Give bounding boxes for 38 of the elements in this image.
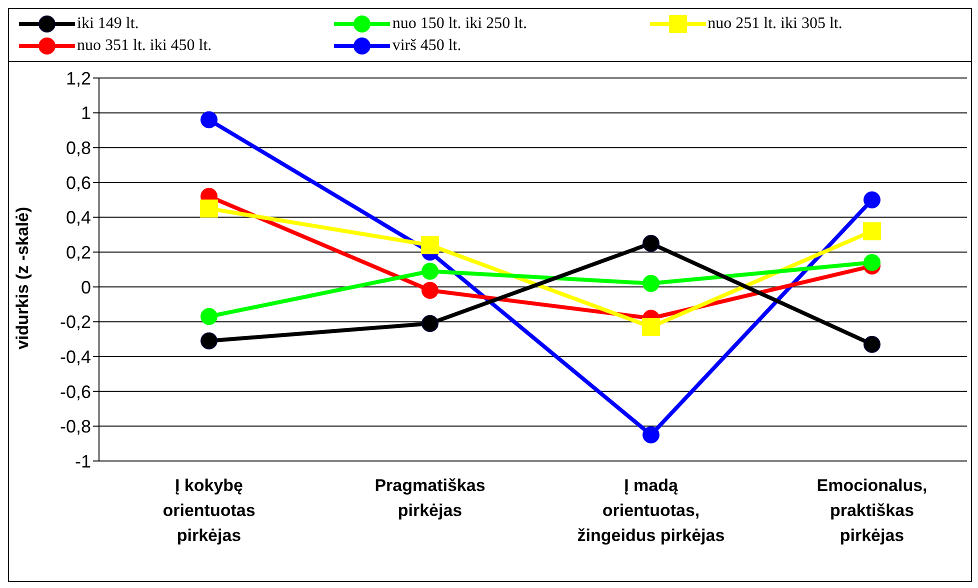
x-tick-label: Pragmatiškas pirkėjas: [374, 476, 486, 520]
y-tick-label: 0,6: [66, 172, 91, 193]
point: [200, 308, 218, 326]
y-tick-label: -0,2: [60, 312, 91, 332]
point: [200, 332, 218, 350]
x-tick-label: Emocionalus, praktiškas pirkėjas: [816, 476, 928, 545]
y-tick-label: -1: [74, 451, 91, 472]
point: [864, 191, 880, 208]
legend-label: iki 149 lt.: [77, 15, 139, 33]
point: [642, 426, 660, 444]
legend-label: nuo 251 lt. iki 305 lt.: [708, 15, 842, 33]
point: [422, 314, 438, 332]
y-tick-label: 0,2: [66, 242, 91, 262]
x-tick-label: Į madą orientuotas, žingeidus pirkėjas: [577, 476, 725, 545]
point: [864, 254, 880, 272]
point: [200, 200, 218, 218]
point: [422, 282, 438, 299]
point: [864, 336, 880, 353]
y-tick-label: 1,2: [66, 68, 91, 88]
point: [642, 274, 660, 292]
y-tick-label: 0: [80, 277, 91, 298]
legend-label: nuo 351 lt. iki 450 lt.: [77, 37, 212, 55]
point: [200, 111, 218, 128]
y-axis-title: vidurkis (z -skalė): [13, 206, 32, 350]
y-tick-label: 0,4: [66, 208, 91, 228]
legend-label: virš 450 lt.: [392, 37, 462, 55]
point: [422, 262, 438, 280]
y-tick-label: -0,6: [60, 382, 91, 402]
point: [642, 318, 660, 336]
y-tick-label: -0,8: [60, 416, 91, 437]
point: [642, 234, 660, 252]
y-tick-label: -0,4: [60, 346, 91, 367]
y-tick-label: 0,8: [66, 138, 91, 158]
x-tick-label: Į kokybę orientuotas pirkėjas: [162, 476, 256, 545]
y-tick-label: 1: [80, 103, 91, 124]
legend-label: nuo 150 lt. iki 250 lt.: [392, 15, 527, 33]
point: [421, 236, 439, 254]
point: [863, 222, 881, 240]
